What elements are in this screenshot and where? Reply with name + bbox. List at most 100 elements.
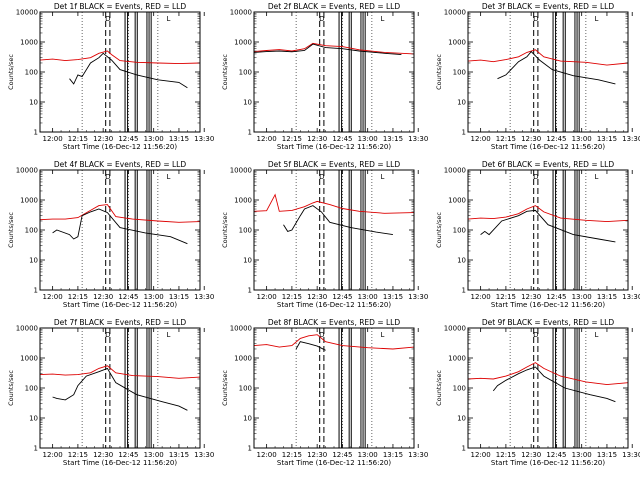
panel-frame: [39, 169, 201, 291]
panel-frame: [467, 11, 629, 133]
x-tick-label: 12:00: [471, 135, 491, 143]
y-tick-label: 100: [25, 385, 38, 393]
y-axis-label: Counts/sec: [7, 54, 15, 90]
y-axis-label: Counts/sec: [435, 54, 443, 90]
y-tick-label: 1: [248, 445, 252, 453]
detector-panel: Det 5f BLACK = Events, RED = LLD D L 1 10 100…: [221, 160, 428, 309]
panel-frame: [39, 327, 201, 449]
detector-panel: Det 7f BLACK = Events, RED = LLD D L 1 10 100…: [7, 318, 214, 467]
x-tick-label: 12:00: [471, 451, 491, 459]
lld-series-line: [467, 362, 629, 386]
corner-letter: D: [319, 173, 324, 181]
panel-frame: [467, 327, 629, 449]
x-tick-label: 12:15: [496, 135, 516, 143]
panel-title: Det 8f BLACK = Events, RED = LLD: [268, 318, 401, 327]
x-tick-label: 13:30: [194, 451, 214, 459]
y-axis-label: Counts/sec: [7, 212, 15, 248]
detector-panel: Det 6f BLACK = Events, RED = LLD D L 1 10 100…: [435, 160, 640, 309]
x-tick-label: 13:15: [383, 293, 403, 301]
events-series-line: [69, 52, 188, 89]
corner-letter: D: [533, 173, 538, 181]
x-tick-label: 13:15: [597, 135, 617, 143]
x-tick-label: 12:30: [521, 135, 541, 143]
x-tick-label: 12:15: [496, 451, 516, 459]
panel-frame: [253, 11, 415, 133]
y-tick-label: 1: [462, 287, 466, 295]
y-tick-label: 1: [248, 129, 252, 137]
y-axis-label: Counts/sec: [435, 370, 443, 406]
events-series-line: [497, 50, 616, 85]
corner-letter: D: [105, 331, 110, 339]
panel-title: Det 4f BLACK = Events, RED = LLD: [54, 160, 187, 169]
corner-letter: L: [166, 15, 170, 23]
x-tick-label: 13:00: [144, 293, 164, 301]
corner-letter: D: [105, 173, 110, 181]
y-tick-label: 10000: [230, 167, 252, 175]
x-tick-label: 13:30: [622, 451, 640, 459]
x-tick-label: 13:15: [169, 293, 189, 301]
x-tick-label: 12:30: [521, 451, 541, 459]
x-tick-label: 12:45: [332, 293, 352, 301]
corner-letter: L: [166, 331, 170, 339]
y-tick-label: 1000: [448, 39, 466, 47]
events-series-line: [295, 341, 326, 351]
y-tick-label: 10: [457, 415, 466, 423]
y-axis-label: Counts/sec: [221, 54, 229, 90]
y-axis-label: Counts/sec: [221, 212, 229, 248]
x-tick-label: 13:30: [408, 135, 428, 143]
lld-series-line: [253, 334, 415, 350]
x-tick-label: 13:30: [408, 293, 428, 301]
lld-series-line: [39, 365, 201, 379]
lld-series-line: [253, 193, 415, 214]
y-axis-label: Counts/sec: [435, 212, 443, 248]
x-axis-label: Start Time (16-Dec-12 11:56:20): [63, 143, 177, 151]
events-series-line: [492, 366, 616, 403]
x-tick-label: 12:15: [68, 293, 88, 301]
events-series-line: [52, 208, 188, 245]
x-tick-label: 13:15: [597, 293, 617, 301]
x-tick-label: 13:15: [383, 135, 403, 143]
x-tick-label: 13:15: [597, 451, 617, 459]
y-tick-label: 1: [462, 129, 466, 137]
panel-title: Det 2f BLACK = Events, RED = LLD: [268, 2, 401, 11]
panel-title: Det 1f BLACK = Events, RED = LLD: [54, 2, 187, 11]
x-tick-label: 12:30: [93, 293, 113, 301]
y-tick-label: 1000: [20, 197, 38, 205]
x-tick-label: 13:00: [144, 451, 164, 459]
corner-letter: L: [594, 15, 598, 23]
detector-panel: Det 2f BLACK = Events, RED = LLD D L 1 10 100…: [221, 2, 428, 151]
y-tick-label: 100: [239, 385, 252, 393]
y-tick-label: 10000: [444, 325, 466, 333]
y-tick-label: 1: [34, 129, 38, 137]
panel-frame: [253, 327, 415, 449]
y-tick-label: 10: [29, 99, 38, 107]
x-tick-label: 13:00: [572, 293, 592, 301]
x-tick-label: 12:45: [118, 135, 138, 143]
corner-letter: D: [319, 15, 324, 23]
x-tick-label: 12:00: [257, 293, 277, 301]
x-tick-label: 12:15: [282, 293, 302, 301]
x-tick-label: 13:30: [408, 451, 428, 459]
y-tick-label: 100: [25, 227, 38, 235]
lld-series-line: [467, 49, 629, 66]
y-tick-label: 10: [243, 415, 252, 423]
y-tick-label: 10000: [16, 9, 38, 17]
panel-title: Det 5f BLACK = Events, RED = LLD: [268, 160, 401, 169]
y-axis-label: Counts/sec: [221, 370, 229, 406]
x-tick-label: 12:30: [307, 451, 327, 459]
x-tick-label: 12:15: [68, 135, 88, 143]
x-tick-label: 13:15: [169, 135, 189, 143]
x-axis-label: Start Time (16-Dec-12 11:56:20): [277, 143, 391, 151]
y-axis-label: Counts/sec: [7, 370, 15, 406]
detector-panel: Det 1f BLACK = Events, RED = LLD D L 1 10 100…: [7, 2, 214, 151]
x-axis-label: Start Time (16-Dec-12 11:56:20): [63, 301, 177, 309]
y-tick-label: 10: [29, 257, 38, 265]
corner-letter: L: [380, 173, 384, 181]
y-tick-label: 1: [248, 287, 252, 295]
x-tick-label: 13:30: [194, 293, 214, 301]
y-tick-label: 100: [453, 385, 466, 393]
y-tick-label: 10000: [16, 325, 38, 333]
detector-panel: Det 9f BLACK = Events, RED = LLD D L 1 10 100…: [435, 318, 640, 467]
lld-series-line: [39, 204, 201, 223]
x-tick-label: 12:30: [93, 135, 113, 143]
